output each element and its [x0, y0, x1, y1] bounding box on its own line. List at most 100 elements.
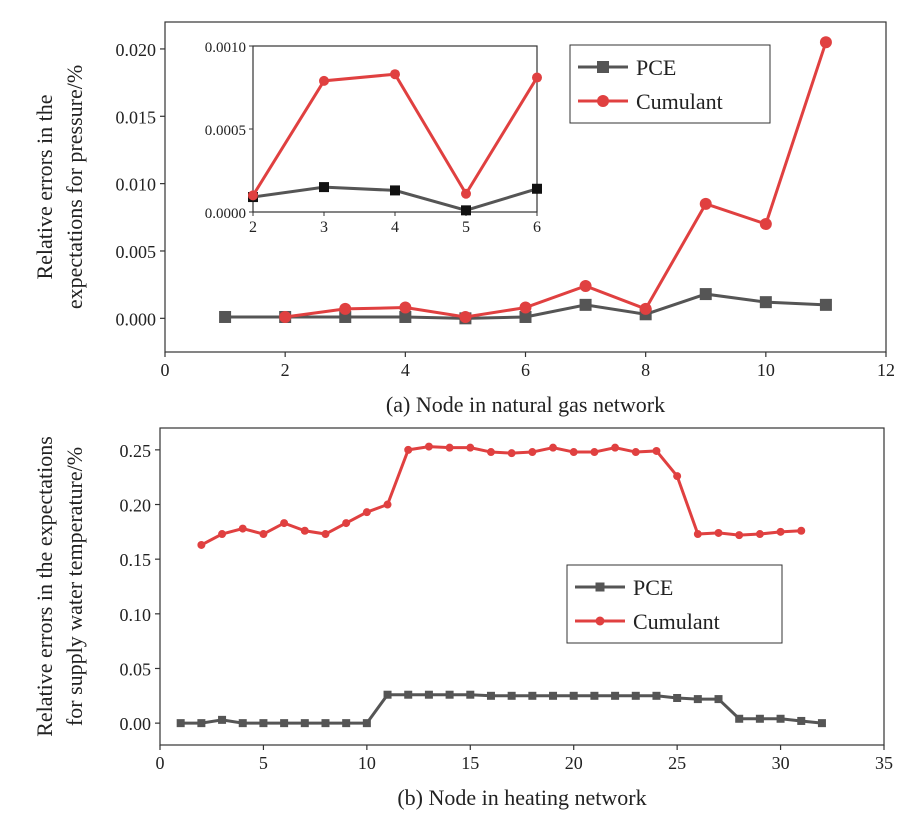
a-point-pce-5	[519, 310, 532, 323]
b-point-pce-30	[797, 716, 806, 725]
b-point-pce-28	[755, 714, 764, 723]
a-x-tick-label: 8	[641, 360, 650, 380]
a-legend-marker-pce	[597, 61, 609, 73]
b-point-cumulant-8	[362, 508, 371, 517]
b-point-cumulant-26	[735, 531, 744, 540]
b-point-cumulant-23	[673, 472, 682, 481]
b-x-tick-label: 20	[565, 753, 583, 773]
a-inset-y-tick-label: 0.0005	[205, 123, 246, 139]
b-point-cumulant-22	[652, 446, 661, 455]
a-point-cumulant-9	[819, 36, 832, 49]
b-y-tick-label: 0.00	[120, 714, 152, 734]
a-inset-point-cumulant-0	[248, 190, 258, 201]
a-inset-point-pce-4	[532, 183, 542, 194]
b-point-cumulant-3	[259, 530, 268, 539]
a-point-pce-8	[699, 288, 712, 301]
a-x-tick-label: 2	[281, 360, 290, 380]
b-point-pce-22	[631, 691, 640, 700]
a-inset-y-tick-label: 0.0010	[205, 40, 246, 56]
b-point-pce-5	[280, 719, 289, 728]
b-point-pce-18	[549, 691, 558, 700]
b-x-tick-label: 0	[156, 753, 165, 773]
b-point-cumulant-14	[486, 448, 495, 457]
b-point-cumulant-29	[797, 526, 806, 535]
b-x-tick-label: 25	[668, 753, 686, 773]
a-inset: 2 3 4 5 6 0.0000 0.0005 0.0010	[205, 40, 542, 236]
b-point-cumulant-18	[569, 448, 578, 457]
b-point-cumulant-7	[342, 519, 351, 528]
b-point-pce-3	[238, 719, 247, 728]
b-point-cumulant-27	[755, 530, 764, 539]
b-point-pce-11	[404, 690, 413, 699]
b-series-line-pce	[180, 693, 823, 725]
b-point-pce-19	[569, 691, 578, 700]
b-y-tick-label: 0.05	[120, 659, 152, 679]
a-point-pce-9	[759, 296, 772, 309]
a-x-tick-label: 4	[401, 360, 410, 380]
a-y-tick-label: 0.015	[116, 107, 157, 127]
b-point-cumulant-0	[197, 540, 206, 549]
b-point-cumulant-19	[590, 448, 599, 457]
b-point-cumulant-10	[404, 445, 413, 454]
a-series-line-cumulant	[284, 41, 828, 319]
b-point-pce-8	[342, 719, 351, 728]
b-y-tick-label: 0.20	[120, 496, 152, 516]
b-point-pce-17	[528, 691, 537, 700]
a-y-axis-label-line-2: expectations for pressure/%	[62, 65, 87, 309]
b-x-tick-label: 30	[772, 753, 790, 773]
a-inset-point-cumulant-2	[390, 69, 400, 80]
a-point-pce-10	[819, 298, 832, 311]
b-point-cumulant-12	[445, 443, 454, 452]
a-inset-x-tick-label: 5	[462, 219, 470, 236]
b-y-axis-label-line-1: Relative errors in the expectations	[32, 436, 57, 737]
b-point-pce-26	[714, 695, 723, 704]
a-y-tick-label: 0.020	[116, 40, 157, 60]
a-x-axis-label: (a) Node in natural gas network	[386, 392, 665, 417]
b-point-pce-23	[652, 691, 661, 700]
b-legend-label-cumulant: Cumulant	[633, 609, 720, 634]
b-point-pce-15	[486, 691, 495, 700]
b-point-pce-14	[466, 690, 475, 699]
panel-a: 0 2 4 6 8 10 12 0.000 0.005 0.010 0.015 0.020 (a) No…	[32, 21, 895, 417]
b-point-pce-2	[218, 715, 227, 724]
b-point-cumulant-5	[300, 526, 309, 535]
a-inset-x-tick-label: 2	[249, 219, 257, 236]
b-point-cumulant-6	[321, 530, 330, 539]
b-x-tick-label: 35	[875, 753, 893, 773]
a-inset-point-cumulant-4	[532, 72, 542, 83]
b-point-cumulant-15	[507, 449, 516, 458]
b-plot-frame	[159, 427, 885, 746]
a-point-cumulant-1	[339, 302, 352, 315]
b-point-pce-20	[590, 691, 599, 700]
b-point-pce-6	[300, 719, 309, 728]
a-inset-point-pce-1	[319, 182, 329, 193]
b-point-cumulant-17	[549, 443, 558, 452]
b-point-pce-27	[735, 714, 744, 723]
b-y-axis-label-line-2: for supply water temperature/%	[62, 447, 87, 726]
a-inset-point-pce-3	[461, 205, 471, 216]
a-inset-x-tick-label: 3	[320, 219, 328, 236]
a-inset-point-cumulant-1	[319, 75, 329, 86]
b-point-cumulant-13	[466, 443, 475, 452]
b-legend-label-pce: PCE	[633, 575, 673, 600]
b-point-pce-7	[321, 719, 330, 728]
panel-b: 0 5 10 15 20 25 30 35 0.00 0.05 0.10 0.15 0.20 0.25 (b…	[32, 427, 893, 810]
b-point-pce-0	[176, 719, 185, 728]
a-y-tick-label: 0.000	[116, 309, 157, 329]
b-point-cumulant-2	[238, 524, 247, 533]
a-point-cumulant-8	[759, 218, 772, 231]
b-x-axis-label: (b) Node in heating network	[397, 785, 646, 810]
a-point-cumulant-4	[519, 301, 532, 314]
b-x-tick-label: 10	[358, 753, 376, 773]
a-point-pce-0	[219, 310, 232, 323]
a-inset-point-pce-2	[390, 185, 400, 196]
b-point-pce-25	[693, 695, 702, 704]
b-point-cumulant-11	[424, 442, 433, 451]
a-x-tick-label: 10	[757, 360, 775, 380]
b-point-cumulant-28	[776, 527, 785, 536]
b-point-pce-16	[507, 691, 516, 700]
b-legend-box	[566, 564, 783, 644]
b-point-cumulant-25	[714, 528, 723, 537]
a-point-pce-6	[579, 298, 592, 311]
